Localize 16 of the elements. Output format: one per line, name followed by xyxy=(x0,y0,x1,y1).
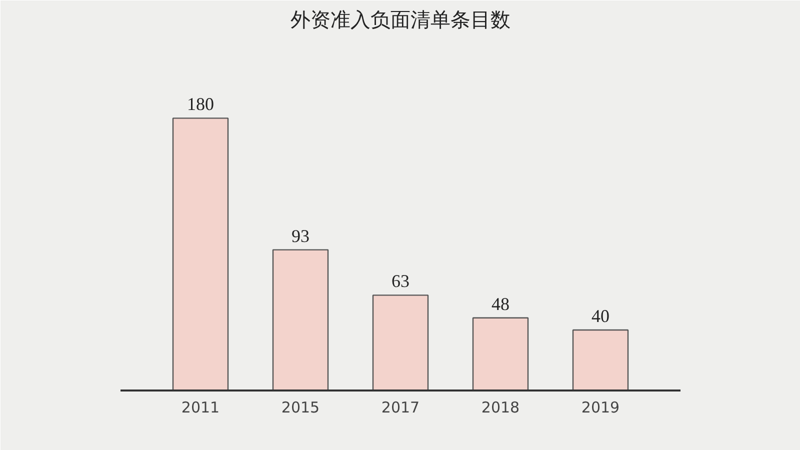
x-tick-label: 2017 xyxy=(381,398,420,416)
bar xyxy=(372,294,429,390)
x-tick-label: 2019 xyxy=(581,398,620,416)
data-label: 40 xyxy=(592,306,610,326)
bar xyxy=(472,317,529,390)
data-label: 180 xyxy=(187,94,214,114)
chart-title: 外资准入负面清单条目数 xyxy=(290,8,510,32)
x-tick-label: 2018 xyxy=(481,398,520,416)
bar xyxy=(272,249,329,390)
bar xyxy=(572,329,629,390)
bar xyxy=(172,118,229,390)
data-label: 93 xyxy=(292,226,310,246)
x-tick-label: 2011 xyxy=(181,398,220,416)
data-label: 63 xyxy=(392,271,410,292)
data-label: 48 xyxy=(492,294,510,314)
x-tick-label: 2015 xyxy=(281,398,320,416)
